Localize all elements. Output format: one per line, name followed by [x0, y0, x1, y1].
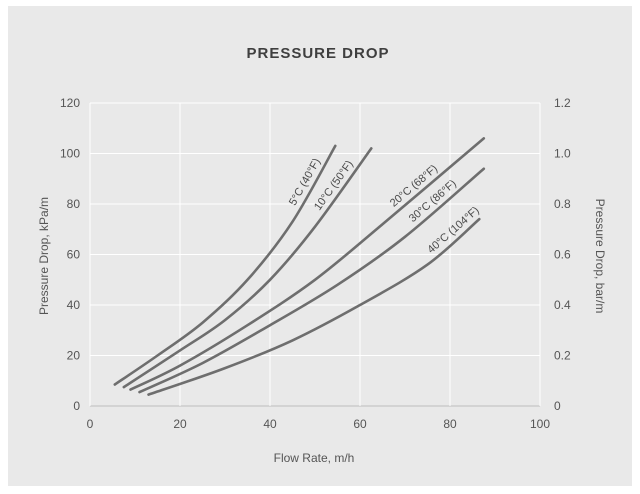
y-tick-label: 60 — [67, 248, 81, 262]
y2-tick-label: 0.8 — [554, 197, 571, 211]
series-line — [122, 147, 373, 389]
y2-axis-label: Pressure Drop, bar/m — [593, 199, 607, 314]
series-line — [147, 217, 481, 396]
y-tick-label: 0 — [73, 399, 80, 413]
y2-tick-label: 0 — [554, 399, 561, 413]
y-tick-label: 120 — [60, 96, 80, 110]
x-tick-label: 60 — [353, 417, 367, 431]
series-line — [129, 137, 486, 391]
y-tick-label: 80 — [67, 197, 81, 211]
x-tick-label: 0 — [87, 417, 94, 431]
y2-tick-label: 0.6 — [554, 248, 571, 262]
x-tick-label: 100 — [530, 417, 550, 431]
y2-tick-label: 0.2 — [554, 349, 571, 363]
x-tick-label: 40 — [263, 417, 277, 431]
y-tick-label: 40 — [67, 298, 81, 312]
series-line — [138, 167, 486, 394]
y2-tick-label: 0.4 — [554, 298, 571, 312]
y-tick-label: 100 — [60, 147, 80, 161]
x-tick-label: 20 — [173, 417, 187, 431]
y2-tick-label: 1.2 — [554, 96, 571, 110]
y-axis-label: Pressure Drop, kPa/m — [37, 197, 51, 315]
grid — [89, 102, 541, 407]
y-tick-label: 20 — [67, 349, 81, 363]
x-tick-label: 80 — [443, 417, 457, 431]
chart-panel: PRESSURE DROP 0 0 20 0.2 40 0.4 60 0.6 80 0.8 100 1… — [8, 6, 632, 486]
chart-title: PRESSURE DROP — [246, 45, 389, 62]
series-line — [113, 144, 337, 386]
series: 5°C (40°F)10°C (50°F) 20°C (68°F)30°C (86… — [113, 137, 486, 396]
y2-tick-label: 1.0 — [554, 147, 571, 161]
x-axis-label: Flow Rate, m/h — [274, 451, 355, 465]
